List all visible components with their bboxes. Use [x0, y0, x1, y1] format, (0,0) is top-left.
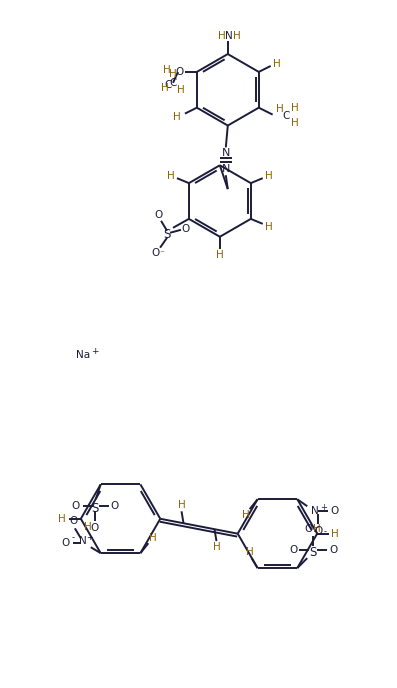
Text: +: +	[320, 503, 327, 512]
Text: H: H	[265, 171, 273, 181]
Text: N: N	[222, 149, 230, 158]
Text: H: H	[167, 171, 175, 181]
Text: S: S	[91, 502, 98, 515]
Text: O: O	[110, 502, 119, 511]
Text: H: H	[291, 103, 299, 113]
Text: ⁻: ⁻	[160, 249, 164, 258]
Text: O: O	[176, 67, 184, 77]
Text: -: -	[324, 528, 327, 537]
Text: H: H	[216, 250, 224, 259]
Text: H: H	[233, 31, 241, 41]
Text: O: O	[329, 545, 337, 555]
Text: H: H	[273, 59, 281, 69]
Text: H: H	[313, 524, 321, 535]
Text: O: O	[314, 526, 322, 536]
Text: H: H	[265, 222, 273, 232]
Text: H: H	[173, 111, 181, 122]
Text: Na: Na	[76, 350, 90, 360]
Text: H: H	[84, 522, 92, 532]
Text: H: H	[291, 118, 299, 127]
Text: C: C	[169, 78, 177, 88]
Text: O: O	[62, 538, 70, 548]
Text: O: O	[330, 506, 338, 516]
Text: -: -	[71, 533, 74, 541]
Text: N: N	[311, 506, 319, 516]
Text: H: H	[177, 500, 185, 510]
Text: N: N	[79, 536, 87, 546]
Text: O: O	[151, 248, 159, 257]
Text: H: H	[149, 533, 157, 544]
Text: H: H	[331, 528, 339, 539]
Text: H: H	[242, 510, 250, 520]
Text: O: O	[154, 210, 162, 220]
Text: O: O	[304, 524, 312, 535]
Text: O: O	[289, 545, 297, 555]
Text: +: +	[86, 533, 93, 541]
Text: H: H	[213, 542, 220, 552]
Text: H: H	[177, 85, 185, 95]
Text: +: +	[91, 347, 98, 356]
Text: N: N	[225, 31, 233, 41]
Text: O: O	[182, 224, 190, 234]
Text: H: H	[276, 104, 283, 114]
Text: C: C	[164, 80, 172, 90]
Text: N: N	[222, 164, 230, 174]
Text: H: H	[246, 547, 254, 557]
Text: H: H	[218, 31, 226, 41]
Text: H: H	[58, 514, 66, 524]
Text: O: O	[91, 523, 99, 533]
Text: H: H	[163, 65, 171, 75]
Text: H: H	[161, 83, 169, 93]
Text: S: S	[310, 546, 317, 559]
Text: H: H	[169, 69, 177, 79]
Text: O: O	[70, 517, 78, 526]
Text: O: O	[72, 502, 80, 511]
Text: S: S	[163, 228, 171, 241]
Text: C: C	[283, 111, 290, 120]
